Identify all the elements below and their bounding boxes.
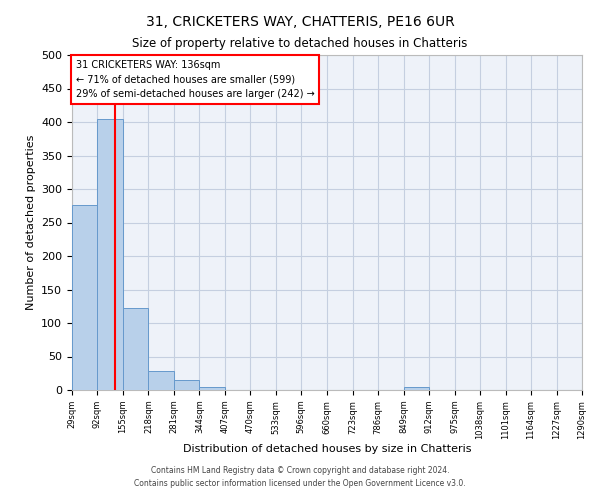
Bar	[404, 386, 429, 390]
X-axis label: Distribution of detached houses by size in Chatteris: Distribution of detached houses by size …	[183, 444, 471, 454]
Bar	[148, 370, 174, 390]
Bar	[72, 205, 97, 390]
Bar	[97, 118, 123, 390]
Text: Contains HM Land Registry data © Crown copyright and database right 2024.
Contai: Contains HM Land Registry data © Crown c…	[134, 466, 466, 487]
Text: 31 CRICKETERS WAY: 136sqm
← 71% of detached houses are smaller (599)
29% of semi: 31 CRICKETERS WAY: 136sqm ← 71% of detac…	[76, 60, 314, 100]
Bar	[199, 386, 225, 390]
Text: 31, CRICKETERS WAY, CHATTERIS, PE16 6UR: 31, CRICKETERS WAY, CHATTERIS, PE16 6UR	[146, 15, 454, 29]
Text: Size of property relative to detached houses in Chatteris: Size of property relative to detached ho…	[133, 38, 467, 51]
Bar	[174, 380, 199, 390]
Bar	[123, 308, 148, 390]
Y-axis label: Number of detached properties: Number of detached properties	[26, 135, 35, 310]
